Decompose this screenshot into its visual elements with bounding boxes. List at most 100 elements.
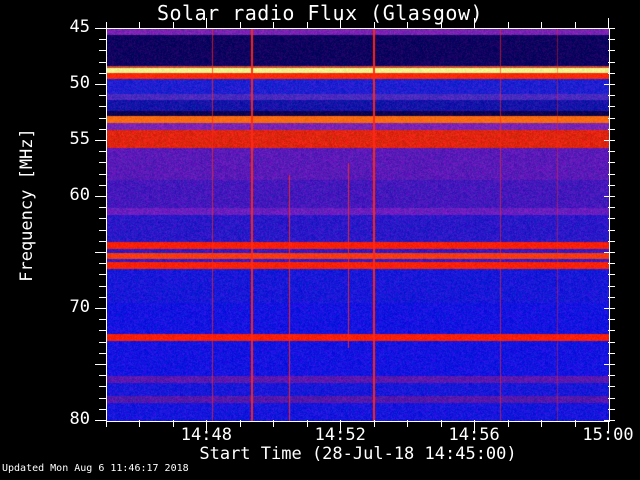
y-axis-tick <box>99 230 106 231</box>
y-axis-tick <box>608 330 615 331</box>
y-axis-tick <box>99 151 106 152</box>
y-axis-tick <box>99 286 106 287</box>
x-axis-tick <box>407 22 408 29</box>
x-axis-tick <box>273 22 274 29</box>
y-axis-tick <box>608 218 615 219</box>
y-axis-tick <box>99 73 106 74</box>
y-axis-tick <box>608 319 615 320</box>
y-axis-tick <box>99 330 106 331</box>
y-axis-tick-label: 45 <box>69 17 90 37</box>
y-axis-tick <box>608 129 615 130</box>
y-axis-tick <box>608 50 615 51</box>
y-axis-tick <box>608 297 615 298</box>
y-axis-tick <box>604 308 615 309</box>
y-axis-tick <box>99 342 106 343</box>
y-axis-tick <box>95 308 106 309</box>
y-axis-tick <box>608 62 615 63</box>
x-axis-tick <box>575 420 576 427</box>
y-axis-tick <box>608 151 615 152</box>
x-axis-tick-label: 14:52 <box>314 425 366 445</box>
x-axis-tick <box>541 420 542 427</box>
y-axis-tick <box>99 353 106 354</box>
y-axis-tick <box>608 174 615 175</box>
y-axis-tick <box>604 140 615 141</box>
y-axis-tick <box>608 241 615 242</box>
spectrogram-plot <box>106 28 610 422</box>
x-axis-tick <box>106 420 107 427</box>
x-axis-tick <box>575 22 576 29</box>
x-axis-tick <box>173 22 174 29</box>
x-axis-tick <box>441 22 442 29</box>
x-axis-tick <box>474 18 475 29</box>
y-axis-tick <box>95 84 106 85</box>
y-axis-tick <box>608 95 615 96</box>
x-axis-tick <box>307 420 308 427</box>
y-axis-tick-label: 70 <box>69 297 90 317</box>
y-axis-tick <box>608 375 615 376</box>
y-axis-tick <box>99 297 106 298</box>
y-axis-tick <box>95 140 106 141</box>
y-axis-tick <box>95 364 106 365</box>
y-axis-tick <box>99 185 106 186</box>
x-axis-tick <box>441 420 442 427</box>
y-axis-tick <box>99 39 106 40</box>
y-axis-tick <box>95 252 106 253</box>
y-axis-tick <box>99 62 106 63</box>
y-axis-tick <box>99 174 106 175</box>
y-axis-tick <box>604 84 615 85</box>
y-axis-tick <box>99 207 106 208</box>
y-axis-tick <box>608 274 615 275</box>
y-axis-tick <box>99 218 106 219</box>
y-axis-tick <box>608 185 615 186</box>
y-axis-tick <box>99 118 106 119</box>
y-axis-tick-label: 80 <box>69 409 90 429</box>
y-axis-tick <box>608 398 615 399</box>
y-axis-tick-label: 60 <box>69 185 90 205</box>
y-axis-tick <box>608 106 615 107</box>
x-axis-tick <box>173 420 174 427</box>
y-axis-tick <box>608 39 615 40</box>
x-axis-tick <box>541 22 542 29</box>
x-axis-tick-label: 14:48 <box>180 425 232 445</box>
y-axis-tick <box>95 28 106 29</box>
x-axis-tick <box>240 22 241 29</box>
y-axis-tick <box>99 129 106 130</box>
y-axis-tick <box>608 230 615 231</box>
y-axis-tick <box>608 207 615 208</box>
x-axis-tick <box>474 420 475 431</box>
y-axis-tick <box>608 386 615 387</box>
x-axis-tick <box>206 18 207 29</box>
y-axis-tick <box>99 95 106 96</box>
y-axis-tick <box>95 196 106 197</box>
x-axis-tick <box>273 420 274 427</box>
y-axis-tick <box>608 342 615 343</box>
y-axis-tick <box>95 420 106 421</box>
x-axis-tick <box>340 420 341 431</box>
x-axis-tick <box>407 420 408 427</box>
y-axis-tick <box>99 162 106 163</box>
x-axis-tick <box>508 22 509 29</box>
x-axis-tick <box>139 22 140 29</box>
y-axis-tick <box>99 106 106 107</box>
x-axis-tick-label: 14:56 <box>448 425 500 445</box>
page-title: Solar radio Flux (Glasgow) <box>156 1 484 25</box>
y-axis-tick <box>608 118 615 119</box>
y-axis-tick <box>99 375 106 376</box>
y-axis-tick <box>604 28 615 29</box>
y-axis-tick <box>99 263 106 264</box>
x-axis-tick <box>240 420 241 427</box>
y-axis-tick <box>604 364 615 365</box>
y-axis-tick <box>99 409 106 410</box>
x-axis-tick <box>139 420 140 427</box>
y-axis-tick <box>608 353 615 354</box>
x-axis-tick <box>307 22 308 29</box>
y-axis-tick <box>604 196 615 197</box>
x-axis-tick <box>508 420 509 427</box>
y-axis-tick <box>99 50 106 51</box>
y-axis-tick <box>608 286 615 287</box>
y-axis-tick <box>99 386 106 387</box>
y-axis-tick <box>99 274 106 275</box>
x-axis-tick <box>608 420 609 431</box>
updated-timestamp: Updated Mon Aug 6 11:46:17 2018 <box>2 463 189 474</box>
